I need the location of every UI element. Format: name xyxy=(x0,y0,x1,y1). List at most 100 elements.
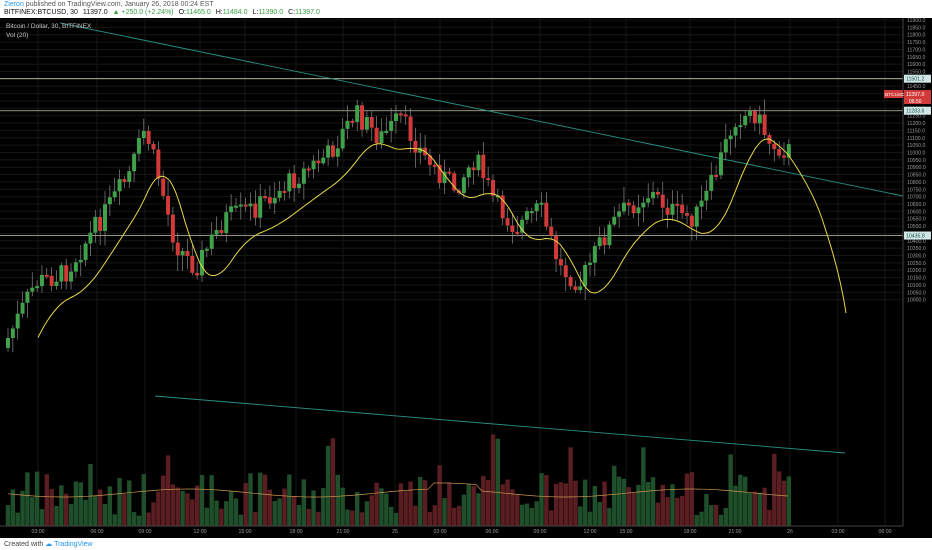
volume-bar xyxy=(549,510,554,526)
price-tick: 11200.0 xyxy=(907,121,925,127)
volume-bar xyxy=(311,490,316,526)
volume-bar xyxy=(646,482,651,526)
volume-bar xyxy=(573,480,578,526)
candle-body xyxy=(432,164,437,167)
volume-bar xyxy=(151,502,156,526)
candle-body xyxy=(694,206,699,227)
candle-body xyxy=(524,211,529,220)
price-tick: 11650.0 xyxy=(907,55,925,61)
price-tick: 10650.0 xyxy=(907,202,926,208)
volume-bar xyxy=(568,447,573,526)
price-tick: 10000.0 xyxy=(907,298,926,304)
candle-body xyxy=(316,160,321,164)
volume-bar xyxy=(296,505,302,526)
candle-body xyxy=(782,155,786,158)
candle-body xyxy=(364,116,369,130)
candle-body xyxy=(486,178,491,181)
volume-bar xyxy=(262,474,268,526)
candle-body xyxy=(297,183,301,189)
volume-bar xyxy=(64,493,69,526)
volume-bar xyxy=(641,447,646,526)
volume-bar xyxy=(650,477,656,526)
candle-body xyxy=(554,235,559,260)
volume-bar xyxy=(786,476,792,526)
candle-body xyxy=(539,202,544,205)
volume-bar xyxy=(743,476,748,526)
volume-bar xyxy=(335,474,340,526)
volume-bar xyxy=(117,478,122,526)
legend-indicator[interactable]: Vol (20) xyxy=(6,32,29,39)
volume-bar xyxy=(25,472,30,526)
level-label: 11283.6 xyxy=(906,109,924,115)
volume-bar xyxy=(582,479,588,526)
candle-body xyxy=(64,265,69,282)
time-tick: 03:00 xyxy=(434,529,447,535)
candle-body xyxy=(253,203,258,218)
candle-body xyxy=(204,248,209,251)
candle-body xyxy=(452,173,457,191)
open-value: 11465.0 xyxy=(185,9,211,16)
volume-bar xyxy=(44,474,49,526)
tradingview-brand[interactable]: TradingView xyxy=(54,541,93,548)
volume-bar xyxy=(97,489,103,526)
volume-bar xyxy=(636,484,641,526)
candle-body xyxy=(607,224,612,246)
candle-body xyxy=(20,302,25,314)
price-tick: 10850.0 xyxy=(907,173,926,179)
candle-body xyxy=(621,202,626,212)
price-tick: 10750.0 xyxy=(907,187,926,193)
price-tick: 11700.0 xyxy=(907,47,925,53)
candle-body xyxy=(655,191,660,195)
volume-bar xyxy=(738,474,743,526)
candle-body xyxy=(534,203,539,212)
trendlines[interactable] xyxy=(59,22,904,454)
candle-body xyxy=(311,160,316,170)
price-tick: 10900.0 xyxy=(907,165,926,171)
candle-body xyxy=(195,272,200,276)
candle-body xyxy=(127,171,132,182)
volume-bar xyxy=(772,453,777,526)
price-tick: 10250.0 xyxy=(907,261,926,267)
volume-bar xyxy=(699,511,704,526)
candle-body xyxy=(98,216,103,231)
moving-average-line xyxy=(37,138,847,338)
candle-body xyxy=(229,206,234,213)
time-tick: 06:00 xyxy=(486,529,499,535)
candle-body xyxy=(78,259,83,263)
volume-bar xyxy=(709,505,714,526)
time-axis[interactable]: 03:00 06:00 09:00 12:00 15:00 18:00 21:00 25 03:… xyxy=(0,525,903,535)
candle-body xyxy=(292,173,297,189)
candle-body xyxy=(786,144,791,158)
price-tick: 10300.0 xyxy=(907,254,926,260)
volume-bar xyxy=(78,482,83,526)
candle-body xyxy=(544,202,549,227)
volume-trendline xyxy=(154,395,846,454)
candle-body xyxy=(636,207,641,214)
author-link[interactable]: Zieron xyxy=(4,1,24,8)
candle-body xyxy=(549,226,554,236)
volume-bar xyxy=(112,514,117,526)
volume-bar xyxy=(15,512,20,526)
volume-bar xyxy=(248,473,253,526)
candle-body xyxy=(738,125,743,128)
chart-area[interactable]: 11900.0 11850.0 11800.0 11750.0 11700.0 11650… xyxy=(0,18,932,538)
current-price-box xyxy=(904,90,931,105)
candle-body xyxy=(743,115,748,126)
volume-bar xyxy=(136,515,142,526)
published-text: published on TradingView.com, January 26… xyxy=(25,1,214,8)
candle-body xyxy=(39,274,44,287)
candle-body xyxy=(321,157,326,164)
volume-bar xyxy=(418,476,423,526)
volume-bar xyxy=(500,484,505,526)
volume-bar xyxy=(723,508,728,526)
candle-body xyxy=(529,211,534,214)
candle-body xyxy=(481,154,486,179)
price-tick: 11150.0 xyxy=(907,128,925,134)
low-value: 11390.0 xyxy=(258,9,284,16)
volume-bar xyxy=(689,472,695,526)
symbol-tag: BTCUSD xyxy=(885,92,905,98)
quote-line: BITFINEX:BTCUSD, 30 11397.0 ▲ +250.0 (+2… xyxy=(4,9,320,16)
volume-bar xyxy=(374,482,379,526)
